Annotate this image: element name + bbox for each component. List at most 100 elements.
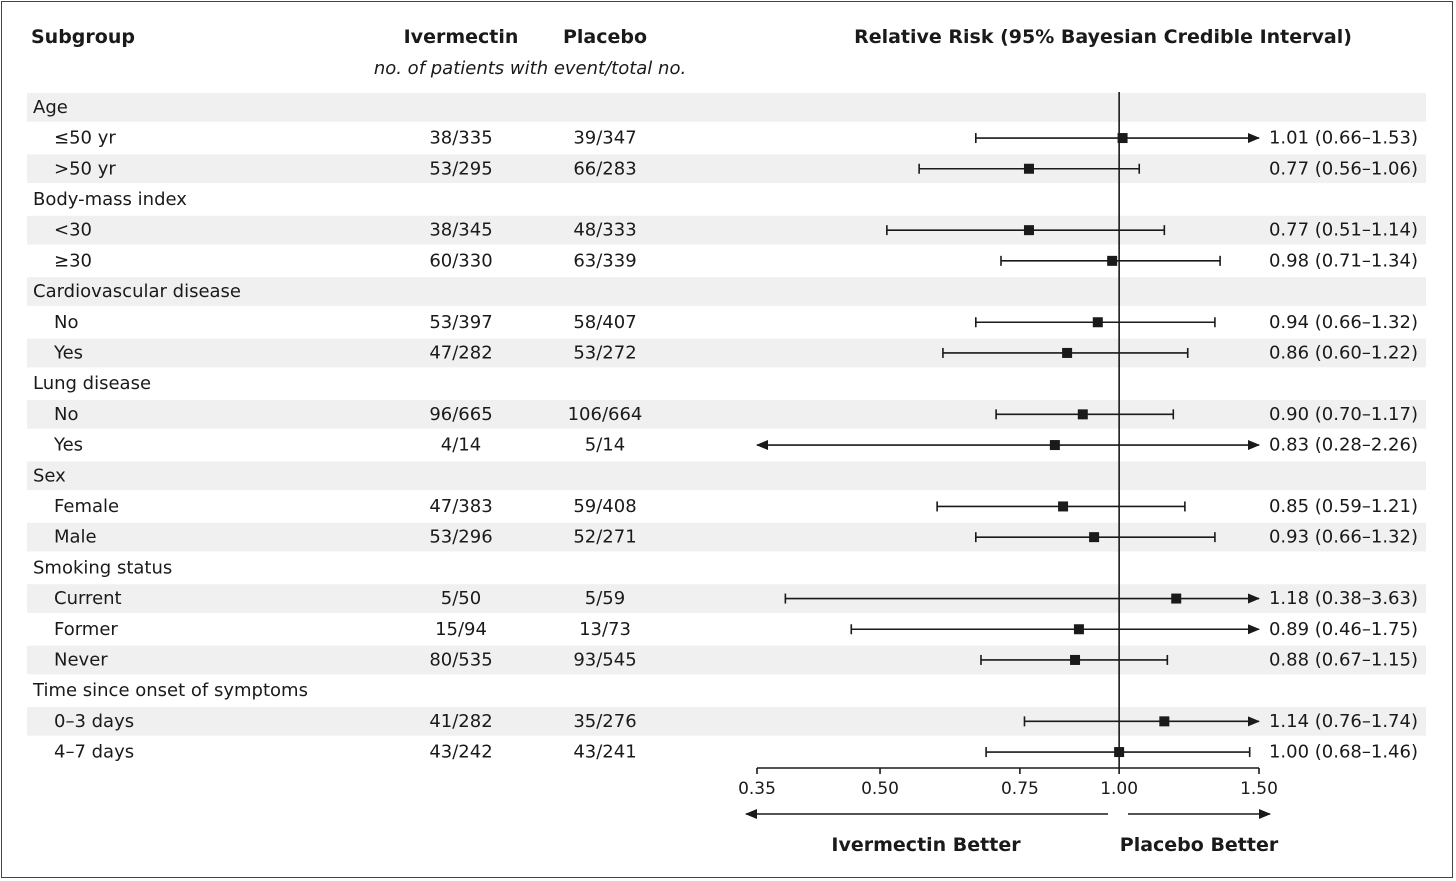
placebo-count: 35/276: [573, 711, 636, 732]
row-band: [27, 338, 1426, 368]
row-band: [27, 215, 1426, 245]
x-tick-label: 1.50: [1240, 779, 1278, 799]
ivermectin-column-header: Ivermectin: [403, 26, 519, 48]
relative-risk-value: 0.77 (0.56–1.06): [1269, 158, 1418, 179]
point-estimate: [1171, 593, 1182, 604]
relative-risk-value: 0.90 (0.70–1.17): [1269, 404, 1418, 425]
placebo-column-header: Placebo: [562, 26, 648, 48]
subgroup-header: Sex: [33, 465, 66, 486]
placebo-count: 39/347: [573, 128, 636, 149]
placebo-count: 66/283: [573, 158, 636, 179]
subgroup-column-header: Subgroup: [31, 26, 135, 48]
relative-risk-value: 0.86 (0.60–1.22): [1269, 342, 1418, 363]
ivermectin-count: 5/50: [441, 588, 481, 609]
x-tick-label: 0.75: [1001, 779, 1039, 799]
relative-risk-value: 0.93 (0.66–1.32): [1269, 527, 1418, 548]
subgroup-label: Former: [54, 619, 118, 640]
ivermectin-count: 53/296: [429, 527, 492, 548]
point-estimate: [1114, 747, 1125, 758]
subgroup-label: ≥30: [54, 250, 92, 271]
point-estimate: [1089, 532, 1100, 543]
relative-risk-value: 0.89 (0.46–1.75): [1269, 619, 1418, 640]
relative-risk-value: 1.14 (0.76–1.74): [1269, 711, 1418, 732]
subgroup-label: No: [54, 312, 78, 333]
relative-risk-column-header: Relative Risk (95% Bayesian Credible Int…: [854, 26, 1352, 48]
placebo-count: 59/408: [573, 496, 636, 517]
placebo-better-label: Placebo Better: [1120, 834, 1279, 856]
row-band: [27, 154, 1426, 184]
row-band: [27, 93, 1426, 122]
counts-subtitle: no. of patients with event/total no.: [373, 58, 687, 79]
placebo-count: 5/59: [585, 588, 625, 609]
ivermectin-count: 38/335: [429, 128, 492, 149]
relative-risk-value: 1.00 (0.68–1.46): [1269, 742, 1418, 763]
ivermectin-count: 53/295: [429, 158, 492, 179]
point-estimate: [1117, 133, 1128, 144]
subgroup-header: Cardiovascular disease: [33, 281, 241, 302]
subgroup-label: ≤50 yr: [54, 128, 116, 149]
point-estimate: [1062, 347, 1073, 358]
point-estimate: [1092, 317, 1103, 328]
subgroup-header: Smoking status: [33, 557, 172, 578]
subgroup-label: Current: [54, 588, 122, 609]
subgroup-label: Female: [54, 496, 119, 517]
point-estimate: [1107, 255, 1118, 266]
relative-risk-value: 0.77 (0.51–1.14): [1269, 220, 1418, 241]
subgroup-label: Never: [54, 649, 108, 670]
placebo-count: 58/407: [573, 312, 636, 333]
subgroup-label: <30: [54, 220, 92, 241]
point-estimate: [1023, 163, 1034, 174]
placebo-count: 48/333: [573, 220, 636, 241]
placebo-count: 106/664: [568, 404, 643, 425]
relative-risk-value: 0.83 (0.28–2.26): [1269, 435, 1418, 456]
ivermectin-count: 4/14: [441, 435, 481, 456]
placebo-count: 63/339: [573, 250, 636, 271]
subgroup-label: No: [54, 404, 78, 425]
row-band: [27, 277, 1426, 306]
row-band: [27, 645, 1426, 675]
point-estimate: [1058, 501, 1069, 512]
subgroup-header: Body-mass index: [33, 189, 187, 210]
row-band: [27, 461, 1426, 491]
ivermectin-count: 53/397: [429, 312, 492, 333]
subgroup-header: Time since onset of symptoms: [32, 680, 308, 701]
placebo-count: 52/271: [573, 527, 636, 548]
subgroup-label: Yes: [53, 435, 83, 456]
subgroup-header: Lung disease: [33, 373, 151, 394]
ivermectin-better-label: Ivermectin Better: [831, 834, 1021, 856]
ivermectin-count: 47/282: [429, 342, 492, 363]
x-tick-label: 1.00: [1100, 779, 1138, 799]
point-estimate: [1023, 225, 1034, 236]
point-estimate: [1077, 409, 1088, 420]
point-estimate: [1070, 654, 1081, 665]
subgroup-label: Male: [54, 527, 97, 548]
subgroup-label: 4–7 days: [54, 742, 134, 763]
relative-risk-value: 0.88 (0.67–1.15): [1269, 649, 1418, 670]
relative-risk-value: 0.94 (0.66–1.32): [1269, 312, 1418, 333]
placebo-count: 5/14: [585, 435, 625, 456]
point-estimate: [1049, 440, 1060, 451]
subgroup-label: >50 yr: [54, 158, 116, 179]
subgroup-header: Age: [33, 97, 68, 118]
point-estimate: [1073, 624, 1084, 635]
relative-risk-value: 0.98 (0.71–1.34): [1269, 250, 1418, 271]
ivermectin-count: 80/535: [429, 649, 492, 670]
ivermectin-count: 43/242: [429, 742, 492, 763]
ivermectin-count: 38/345: [429, 220, 492, 241]
placebo-count: 13/73: [579, 619, 631, 640]
subgroup-label: Yes: [53, 342, 83, 363]
subgroup-label: 0–3 days: [54, 711, 134, 732]
relative-risk-value: 0.85 (0.59–1.21): [1269, 496, 1418, 517]
ivermectin-count: 47/383: [429, 496, 492, 517]
ivermectin-count: 15/94: [435, 619, 487, 640]
row-band: [27, 400, 1426, 429]
row-band: [27, 522, 1426, 552]
ivermectin-count: 60/330: [429, 250, 492, 271]
x-tick-label: 0.35: [738, 779, 776, 799]
point-estimate: [1159, 716, 1170, 727]
placebo-count: 93/545: [573, 649, 636, 670]
ivermectin-count: 96/665: [429, 404, 492, 425]
x-tick-label: 0.50: [861, 779, 899, 799]
